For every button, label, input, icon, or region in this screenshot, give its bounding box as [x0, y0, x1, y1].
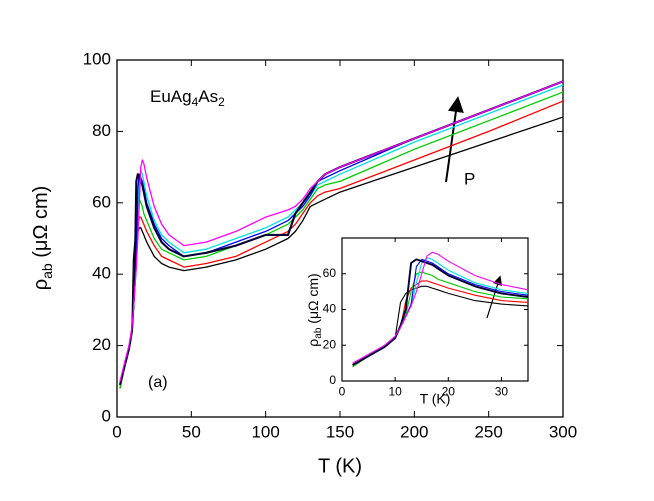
- pressure-label: P: [464, 169, 475, 188]
- data-line: [119, 80, 563, 382]
- y-axis-label: ρab (μΩ cm): [30, 186, 54, 291]
- x-tick-label: 50: [182, 423, 201, 442]
- y-tick-label: 40: [92, 264, 111, 283]
- inset-y-label: ρab (μΩ cm): [305, 273, 324, 346]
- data-line: [352, 258, 528, 366]
- pressure-arrow: [445, 96, 464, 183]
- title-sub: 2: [218, 95, 225, 109]
- x-tick-label: 250: [474, 423, 502, 442]
- x-tick-label: 10: [388, 385, 402, 399]
- label-part: ρ: [305, 339, 321, 347]
- label-part: (μΩ cm): [30, 186, 52, 264]
- x-tick-label: 100: [251, 423, 279, 442]
- panel-label: (a): [148, 374, 168, 391]
- x-axis-label: T (K): [318, 455, 362, 477]
- inset-frame: [341, 237, 529, 382]
- x-tick-label: 300: [549, 423, 577, 442]
- data-line: [352, 251, 528, 364]
- label-part: ρ: [30, 279, 52, 290]
- x-tick-label: 0: [112, 423, 121, 442]
- y-tick-label: 60: [92, 192, 111, 211]
- label-part: (μΩ cm): [305, 273, 321, 327]
- compound-label: EuAg4As2: [150, 87, 225, 109]
- inset-x-label: T (K): [420, 391, 451, 407]
- x-tick-label: 20: [442, 385, 456, 399]
- y-tick-label: 40: [323, 302, 337, 316]
- y-tick-label: 20: [92, 335, 111, 354]
- x-tick-label: 200: [400, 423, 428, 442]
- y-tick-label: 80: [92, 121, 111, 140]
- y-tick-label: 20: [323, 337, 337, 351]
- y-tick-label: 0: [102, 406, 111, 425]
- x-tick-label: 150: [326, 423, 354, 442]
- y-tick-label: 60: [323, 266, 337, 280]
- title-part: EuAg: [150, 87, 192, 106]
- title-sub: 4: [192, 95, 199, 109]
- x-tick-label: 0: [339, 385, 346, 399]
- y-tick-label: 0: [329, 373, 336, 387]
- y-tick-label: 100: [83, 49, 111, 68]
- label-sub: ab: [39, 263, 55, 279]
- x-tick-label: 30: [495, 385, 509, 399]
- label-sub: ab: [313, 327, 324, 339]
- title-part: As: [198, 87, 218, 106]
